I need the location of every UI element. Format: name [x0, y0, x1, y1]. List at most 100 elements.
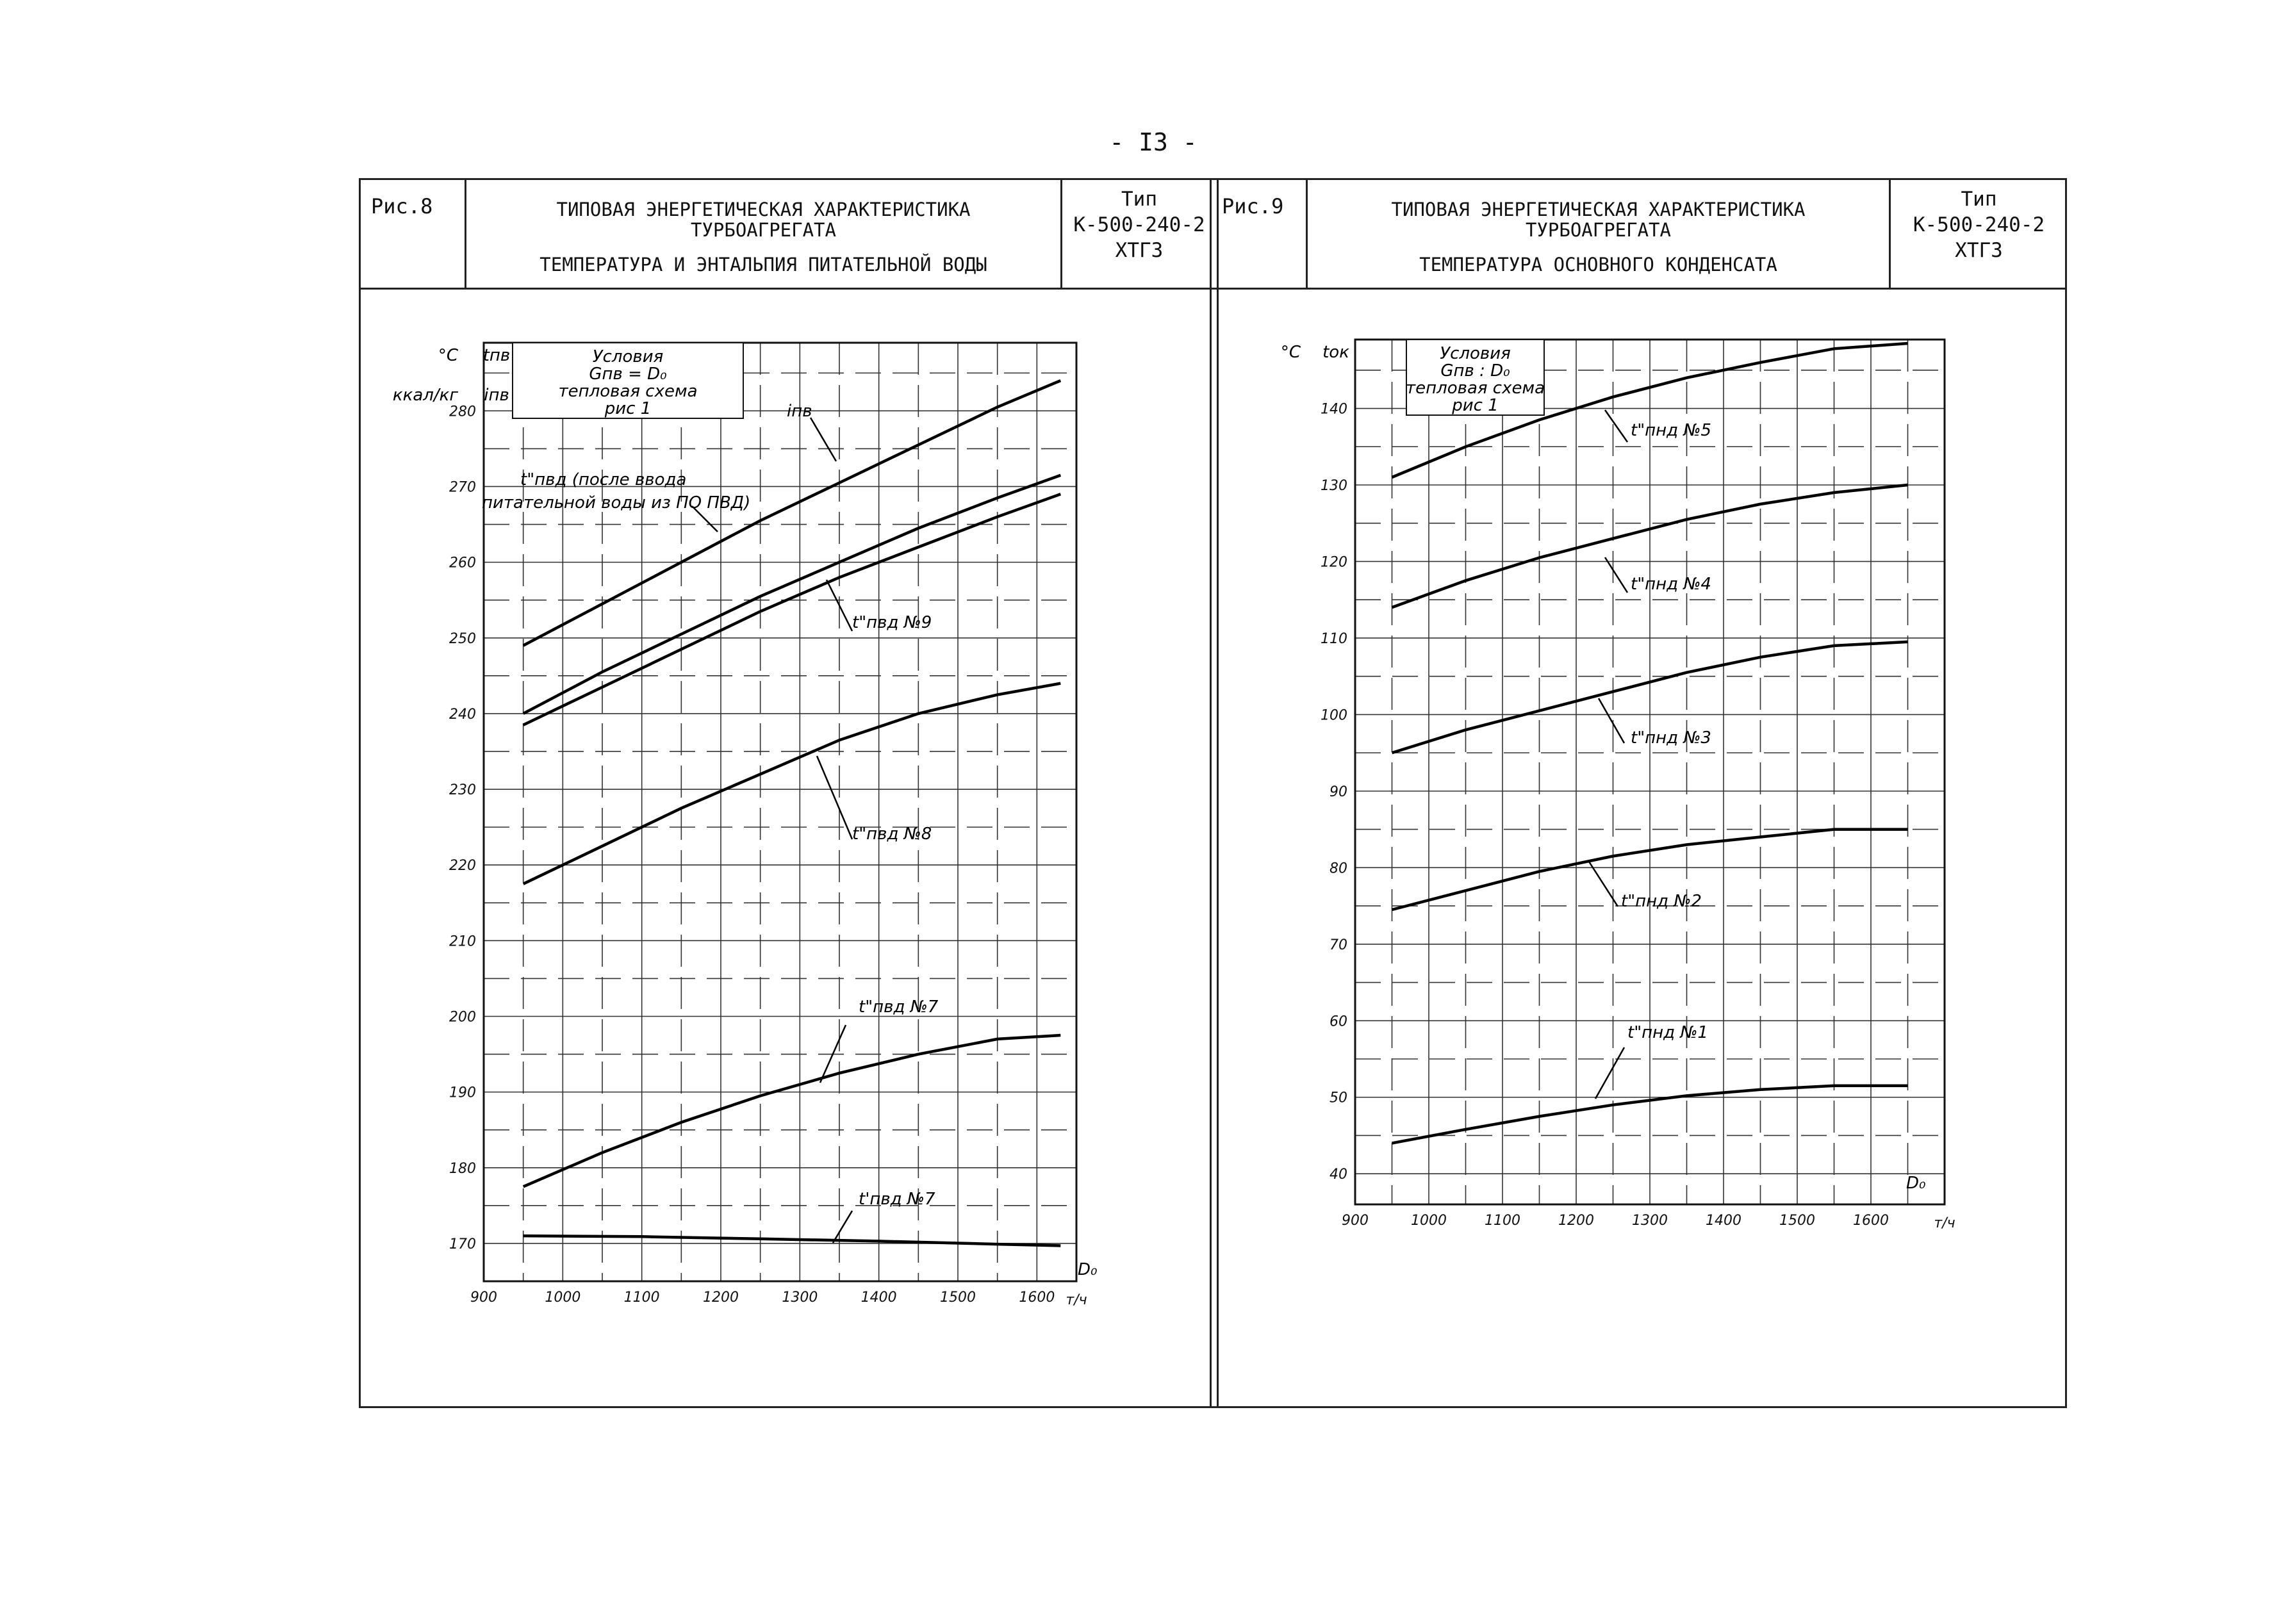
series-line-1	[1391, 341, 1908, 479]
figure-9-label: Рис.9	[1212, 180, 1308, 288]
x-tick-label: 1400	[861, 1290, 897, 1306]
y-tick-label: 230	[449, 782, 476, 798]
figure-8-type-model: К-500-240-2	[1073, 213, 1205, 236]
x-tick-label: 1400	[1706, 1213, 1741, 1229]
figure-9-title-line3: ТЕМПЕРАТУРА ОСНОВНОГО КОНДЕНСАТА	[1419, 254, 1777, 275]
x-tick-label: 1300	[1632, 1213, 1668, 1229]
figure-8-label: Рис.8	[361, 180, 466, 288]
series-label-2: t"пнд №4	[1631, 575, 1711, 594]
series-line-4	[1391, 828, 1908, 912]
y-tick-label: 240	[449, 707, 476, 723]
series-line-5	[522, 1033, 1061, 1188]
y-tick-label: 80	[1329, 860, 1347, 876]
y-symbol-label: tок	[1322, 343, 1349, 362]
x-tick-label: 1500	[940, 1290, 976, 1306]
y-tick-label: 50	[1329, 1090, 1347, 1106]
y-unit-label: °C	[1281, 343, 1301, 362]
figure-9-type-model: К-500-240-2	[1913, 213, 2045, 236]
x-tick-label: 1300	[782, 1290, 818, 1306]
chart-2-frame	[1354, 338, 1946, 1206]
x-tick-label: 1100	[1485, 1213, 1520, 1229]
conditions-line: тепловая схема	[558, 382, 697, 401]
figure-9-title-line2: ТУРБОАГРЕГАТА	[1526, 219, 1671, 241]
x-unit-label: т/ч	[1934, 1215, 1955, 1231]
x-tick-label: 1000	[545, 1290, 580, 1306]
leader-line	[825, 579, 853, 632]
x-tick-label: 1200	[703, 1290, 739, 1306]
series-label-2-cont: питательной воды из ПО ПВД)	[482, 493, 750, 513]
leader-line	[816, 755, 853, 840]
series-label-3: t"пвд №9	[852, 613, 932, 632]
series-label-6: t'пвд №7	[859, 1190, 935, 1209]
conditions-line: Условия	[1440, 344, 1511, 363]
y-symbol2-label: iпв	[484, 386, 509, 405]
series-line-3	[1391, 640, 1908, 755]
figure-8-title-line1: ТИПОВАЯ ЭНЕРГЕТИЧЕСКАЯ ХАРАКТЕРИСТИКА	[556, 199, 971, 220]
y-tick-label: 140	[1321, 402, 1347, 418]
conditions-line: тепловая схема	[1406, 379, 1545, 398]
figure-8-title: ТИПОВАЯ ЭНЕРГЕТИЧЕСКАЯ ХАРАКТЕРИСТИКА ТУ…	[466, 180, 1062, 288]
figure-9-sheet: Рис.9 ТИПОВАЯ ЭНЕРГЕТИЧЕСКАЯ ХАРАКТЕРИСТ…	[1210, 178, 2067, 1408]
y-symbol-label: tпв	[483, 346, 511, 365]
y-tick-label: 180	[449, 1161, 476, 1177]
figure-8-title-line2: ТУРБОАГРЕГАТА	[691, 219, 836, 241]
figure-9-title: ТИПОВАЯ ЭНЕРГЕТИЧЕСКАЯ ХАРАКТЕРИСТИКА ТУ…	[1308, 180, 1891, 288]
chart-2: 40 50 60 70 80 90 100 110 120 130 140 900 1000 1100 12…	[1281, 338, 1955, 1231]
figure-9-type-label: Тип	[1961, 188, 1997, 211]
x-axis-label: D₀	[1906, 1174, 1926, 1193]
x-tick-label: 1000	[1411, 1213, 1447, 1229]
y-tick-label: 130	[1321, 478, 1347, 494]
y-tick-label: 70	[1329, 937, 1347, 953]
series-label-5: t"пнд №1	[1627, 1023, 1708, 1042]
conditions-line: рис 1	[604, 399, 652, 418]
y-tick-label: 40	[1329, 1167, 1347, 1183]
y-tick-label: 120	[1321, 554, 1347, 570]
chart-1: 170 180 190 200 210 220 230 240 250 260 270 280 900 1…	[393, 341, 1098, 1308]
leader-line	[1588, 861, 1619, 907]
conditions-line: Условия	[593, 347, 664, 366]
leader-line	[809, 417, 837, 462]
y-tick-label: 220	[449, 858, 476, 874]
x-tick-label: 1600	[1019, 1290, 1055, 1306]
figure-8-type-maker: ХТГЗ	[1115, 239, 1164, 262]
x-unit-label: т/ч	[1066, 1292, 1087, 1308]
conditions-line: Gпв : D₀	[1440, 361, 1510, 381]
x-tick-label: 900	[470, 1290, 497, 1306]
series-line-5	[1392, 1084, 1908, 1145]
y-tick-label: 210	[449, 933, 476, 949]
y-tick-label: 260	[449, 555, 476, 571]
y-tick-label: 60	[1329, 1013, 1347, 1029]
series-label-5: t"пвд №7	[859, 997, 939, 1017]
conditions-line: рис 1	[1451, 396, 1499, 415]
series-line-2	[522, 473, 1062, 715]
figure-9-type-maker: ХТГЗ	[1955, 239, 2003, 262]
series-label-3: t"пнд №3	[1631, 728, 1711, 748]
figure-8-title-block: Рис.8 ТИПОВАЯ ЭНЕРГЕТИЧЕСКАЯ ХАРАКТЕРИСТ…	[361, 180, 1217, 290]
series-label-1: iпв	[787, 402, 812, 421]
x-tick-label: 900	[1342, 1213, 1369, 1229]
series-label-2: t"пвд (после ввода	[520, 470, 686, 489]
y-tick-label: 190	[449, 1085, 476, 1101]
y-tick-label: 250	[449, 631, 476, 647]
leader-line	[1597, 698, 1626, 744]
series-line-2	[1391, 483, 1908, 609]
y-tick-label: 270	[449, 479, 476, 495]
leader-line	[1604, 409, 1629, 443]
y-unit2-label: ккал/кг	[393, 386, 458, 405]
figure-9-title-line1: ТИПОВАЯ ЭНЕРГЕТИЧЕСКАЯ ХАРАКТЕРИСТИКА	[1391, 199, 1806, 220]
y-tick-label: 200	[449, 1009, 476, 1025]
leader-line	[819, 1024, 847, 1083]
figure-9-title-block: Рис.9 ТИПОВАЯ ЭНЕРГЕТИЧЕСКАЯ ХАРАКТЕРИСТ…	[1212, 180, 2065, 290]
figure-8-sheet: Рис.8 ТИПОВАЯ ЭНЕРГЕТИЧЕСКАЯ ХАРАКТЕРИСТ…	[359, 178, 1219, 1408]
figure-8-title-line3: ТЕМПЕРАТУРА И ЭНТАЛЬПИЯ ПИТАТЕЛЬНОЙ ВОДЫ	[539, 254, 987, 275]
leader-line	[691, 505, 718, 532]
conditions-line: Gпв = D₀	[589, 365, 667, 384]
leader-line	[832, 1210, 853, 1243]
x-tick-label: 1100	[624, 1290, 660, 1306]
y-tick-label: 110	[1321, 631, 1347, 647]
leader-line	[1594, 1047, 1626, 1099]
series-label-4: t"пвд №8	[852, 824, 932, 844]
series-line-3	[522, 493, 1062, 726]
x-axis-label: D₀	[1078, 1260, 1098, 1279]
